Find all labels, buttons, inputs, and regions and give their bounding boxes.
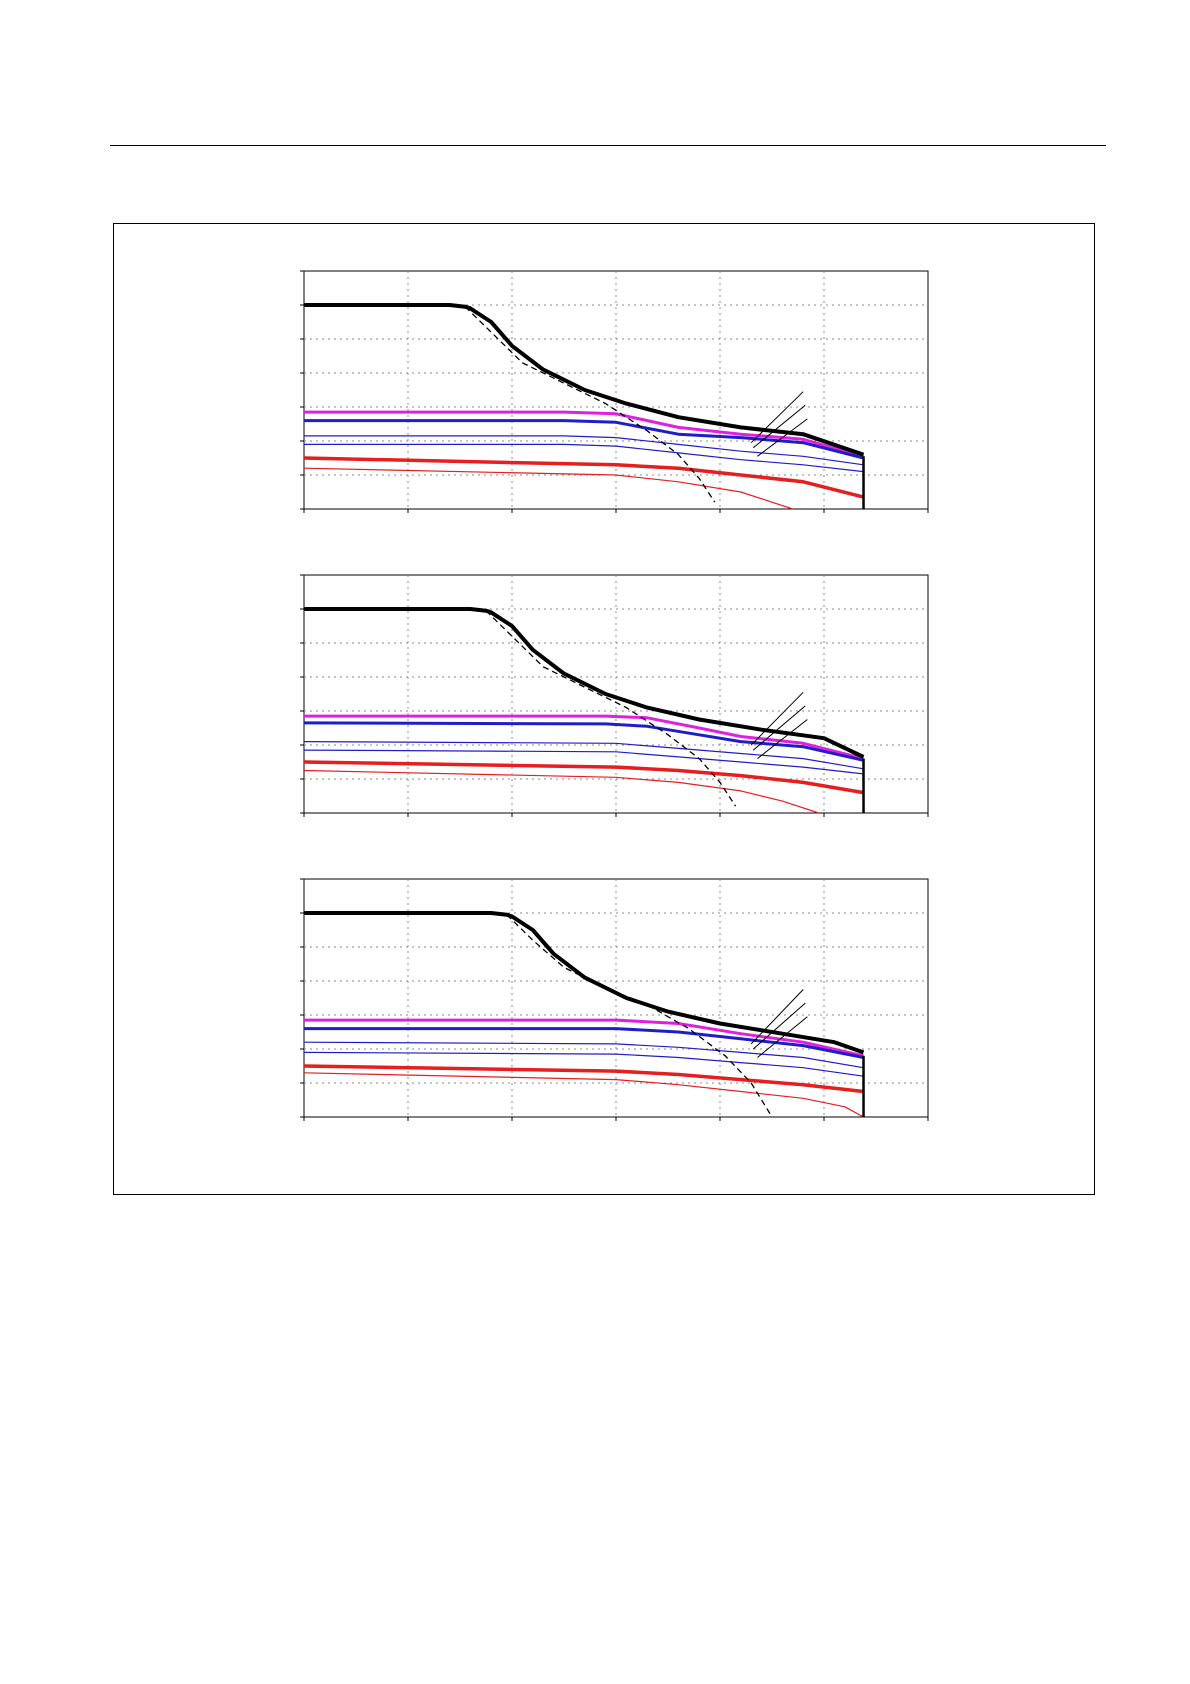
chart-panel-2 <box>300 574 929 817</box>
series-line-blue-4 <box>303 749 864 775</box>
series-line-magenta-1 <box>304 410 864 458</box>
series-line-blue-2 <box>304 419 864 460</box>
leader-line <box>757 1016 808 1058</box>
series-line-blue-4 <box>303 1051 864 1077</box>
series-line-red-5 <box>303 456 864 499</box>
limit-curve-dashed <box>464 306 716 503</box>
leader-line <box>757 418 808 457</box>
peak-curve <box>304 607 865 759</box>
series-line-blue-2 <box>304 1027 864 1059</box>
leader-line <box>750 691 804 746</box>
series-line-red-6 <box>303 467 793 510</box>
series-line-red-5 <box>303 760 864 795</box>
leader-line <box>752 705 806 751</box>
series-line-red-6 <box>303 1072 864 1118</box>
chart-panel-3 <box>300 878 929 1121</box>
figure-frame <box>113 223 1095 1195</box>
header-rule <box>110 145 1106 146</box>
leader-line <box>752 1002 806 1050</box>
series-line-blue-4 <box>304 443 864 473</box>
series-line-blue-2 <box>303 721 864 762</box>
chart-panel-1 <box>300 270 929 513</box>
limit-curve-dashed <box>506 914 773 1118</box>
series-line-blue-3 <box>303 1041 864 1069</box>
leader-line <box>750 989 804 1045</box>
series-line-red-5 <box>303 1064 864 1094</box>
leader-line <box>757 719 808 759</box>
series-line-red-6 <box>303 769 819 814</box>
leader-line <box>750 391 804 444</box>
series-line-blue-3 <box>304 435 864 466</box>
leader-line <box>752 404 806 449</box>
limit-curve-dashed <box>485 610 737 807</box>
peak-curve <box>304 303 865 457</box>
series-line-blue-3 <box>303 740 864 770</box>
series-line-magenta-1 <box>304 714 864 761</box>
series-line-magenta-1 <box>304 1018 864 1058</box>
peak-curve <box>304 911 865 1055</box>
